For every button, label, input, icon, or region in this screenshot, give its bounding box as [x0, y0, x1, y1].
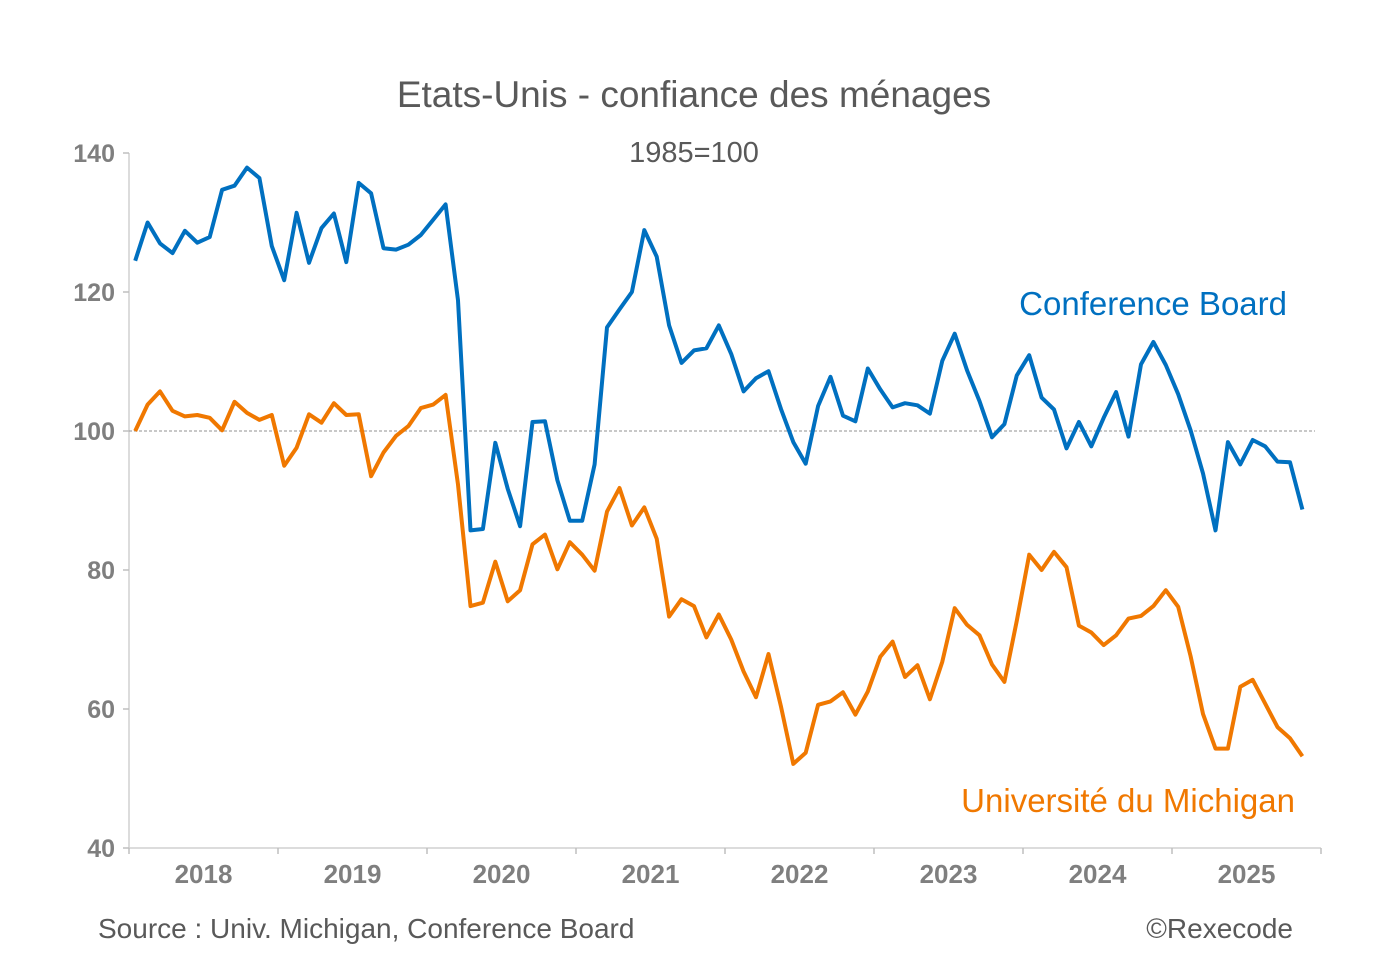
series-line-conference-board	[133, 165, 1305, 533]
series-label-michigan: Université du Michigan	[961, 782, 1295, 819]
y-tick-label: 100	[73, 418, 115, 446]
x-tick-label: 2018	[175, 859, 233, 889]
series-line-michigan	[133, 389, 1305, 766]
x-tick-label: 2020	[473, 859, 531, 889]
x-tick-label: 2025	[1218, 859, 1276, 889]
x-tick-label: 2023	[920, 859, 978, 889]
x-tick-label: 2019	[324, 859, 382, 889]
x-tick-label: 2024	[1069, 859, 1127, 889]
y-tick-label: 120	[73, 279, 115, 307]
series-label-conference-board: Conference Board	[1019, 285, 1287, 322]
copyright: ©Rexecode	[1146, 913, 1293, 944]
x-tick-label: 2021	[622, 859, 680, 889]
source-note: Source : Univ. Michigan, Conference Boar…	[98, 913, 634, 944]
y-tick-label: 60	[87, 696, 115, 724]
chart-title: Etats-Unis - confiance des ménages	[397, 74, 991, 115]
y-tick-label: 40	[87, 835, 115, 863]
axes: 40 60 80 100 120 140 2018 2019 2020 2021 2022 2023 2…	[73, 140, 1322, 889]
chart-subtitle: 1985=100	[629, 137, 759, 169]
series-group	[133, 165, 1305, 766]
x-tick-label: 2022	[771, 859, 829, 889]
y-tick-label: 140	[73, 140, 115, 168]
y-tick-label: 80	[87, 557, 115, 585]
